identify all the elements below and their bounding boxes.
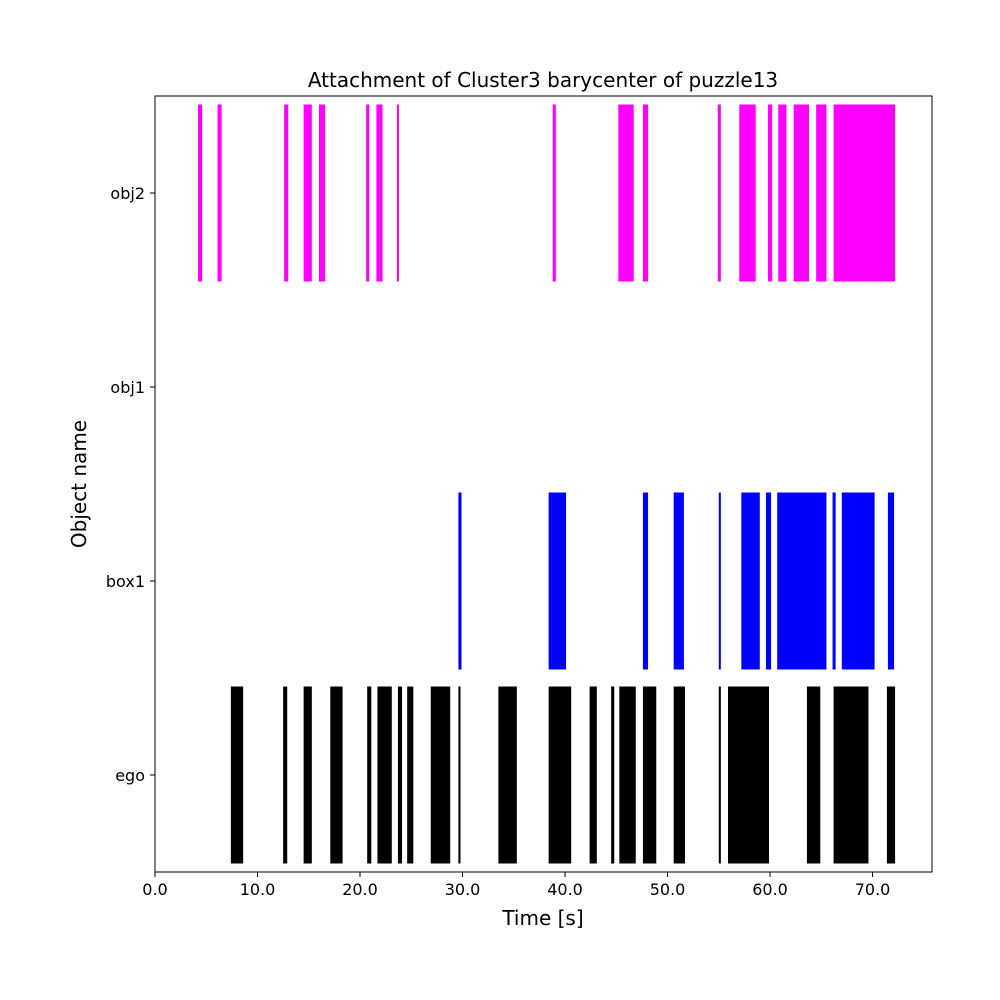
bar-ego-13 xyxy=(611,686,615,864)
bar-box1-3 xyxy=(673,492,684,670)
bar-obj2-2 xyxy=(284,104,289,282)
bar-obj2-10 xyxy=(642,104,649,282)
y-tick-label-box1: box1 xyxy=(106,572,145,591)
bar-box1-2 xyxy=(642,492,649,670)
x-tick-label: 0.0 xyxy=(142,880,167,899)
bars-layer xyxy=(198,104,896,864)
x-tick-label: 60.0 xyxy=(752,880,788,899)
bar-obj2-14 xyxy=(778,104,787,282)
bar-obj2-3 xyxy=(303,104,312,282)
x-tick-label: 20.0 xyxy=(342,880,378,899)
bar-ego-16 xyxy=(673,686,685,864)
y-tick-label-obj2: obj2 xyxy=(110,184,145,203)
bar-ego-1 xyxy=(283,686,288,864)
x-tick-label: 50.0 xyxy=(650,880,686,899)
bar-obj2-1 xyxy=(217,104,222,282)
bar-ego-9 xyxy=(458,686,461,864)
x-tick-label: 30.0 xyxy=(445,880,481,899)
bar-obj2-12 xyxy=(739,104,756,282)
x-tick-label: 40.0 xyxy=(547,880,583,899)
bar-obj2-6 xyxy=(376,104,383,282)
bar-box1-4 xyxy=(718,492,721,670)
chart-title: Attachment of Cluster3 barycenter of puz… xyxy=(308,68,778,92)
bar-ego-19 xyxy=(806,686,821,864)
bar-obj2-4 xyxy=(319,104,326,282)
bar-box1-0 xyxy=(458,492,462,670)
bar-ego-4 xyxy=(367,686,372,864)
bar-obj2-16 xyxy=(816,104,827,282)
x-tick-label: 10.0 xyxy=(240,880,276,899)
y-axis-ticks: ego box1 obj1 obj2 xyxy=(106,184,155,785)
x-axis-ticks: 0.0 10.0 20.0 30.0 40.0 50.0 60.0 70.0 xyxy=(142,872,890,899)
bar-ego-8 xyxy=(430,686,451,864)
bar-obj2-8 xyxy=(552,104,556,282)
y-tick-label-obj1: obj1 xyxy=(110,378,145,397)
bar-ego-12 xyxy=(589,686,597,864)
bar-box1-6 xyxy=(765,492,772,670)
bar-box1-9 xyxy=(841,492,875,670)
y-axis-label: Object name xyxy=(67,420,91,548)
bar-box1-1 xyxy=(548,492,567,670)
bar-box1-8 xyxy=(832,492,836,670)
bar-box1-7 xyxy=(777,492,827,670)
bar-ego-14 xyxy=(619,686,636,864)
bar-ego-10 xyxy=(498,686,517,864)
bar-ego-20 xyxy=(833,686,869,864)
plot-frame xyxy=(154,95,933,873)
bar-ego-18 xyxy=(728,686,770,864)
bar-ego-0 xyxy=(230,686,244,864)
bar-ego-7 xyxy=(407,686,414,864)
bar-ego-21 xyxy=(886,686,896,864)
bar-ego-17 xyxy=(718,686,721,864)
bar-ego-3 xyxy=(330,686,343,864)
bar-obj2-0 xyxy=(198,104,203,282)
bar-obj2-9 xyxy=(618,104,634,282)
bar-ego-11 xyxy=(548,686,572,864)
bar-ego-15 xyxy=(642,686,657,864)
y-tick-label-ego: ego xyxy=(115,766,145,785)
x-axis-label: Time [s] xyxy=(501,906,583,930)
bar-obj2-17 xyxy=(833,104,896,282)
bar-ego-6 xyxy=(397,686,403,864)
x-tick-label: 70.0 xyxy=(855,880,891,899)
bar-box1-5 xyxy=(741,492,760,670)
bar-obj2-7 xyxy=(396,104,399,282)
bar-obj2-15 xyxy=(793,104,809,282)
bar-obj2-5 xyxy=(366,104,370,282)
bar-ego-5 xyxy=(377,686,392,864)
bar-obj2-13 xyxy=(767,104,773,282)
bar-box1-10 xyxy=(887,492,895,670)
bar-obj2-11 xyxy=(717,104,721,282)
bar-ego-2 xyxy=(303,686,312,864)
